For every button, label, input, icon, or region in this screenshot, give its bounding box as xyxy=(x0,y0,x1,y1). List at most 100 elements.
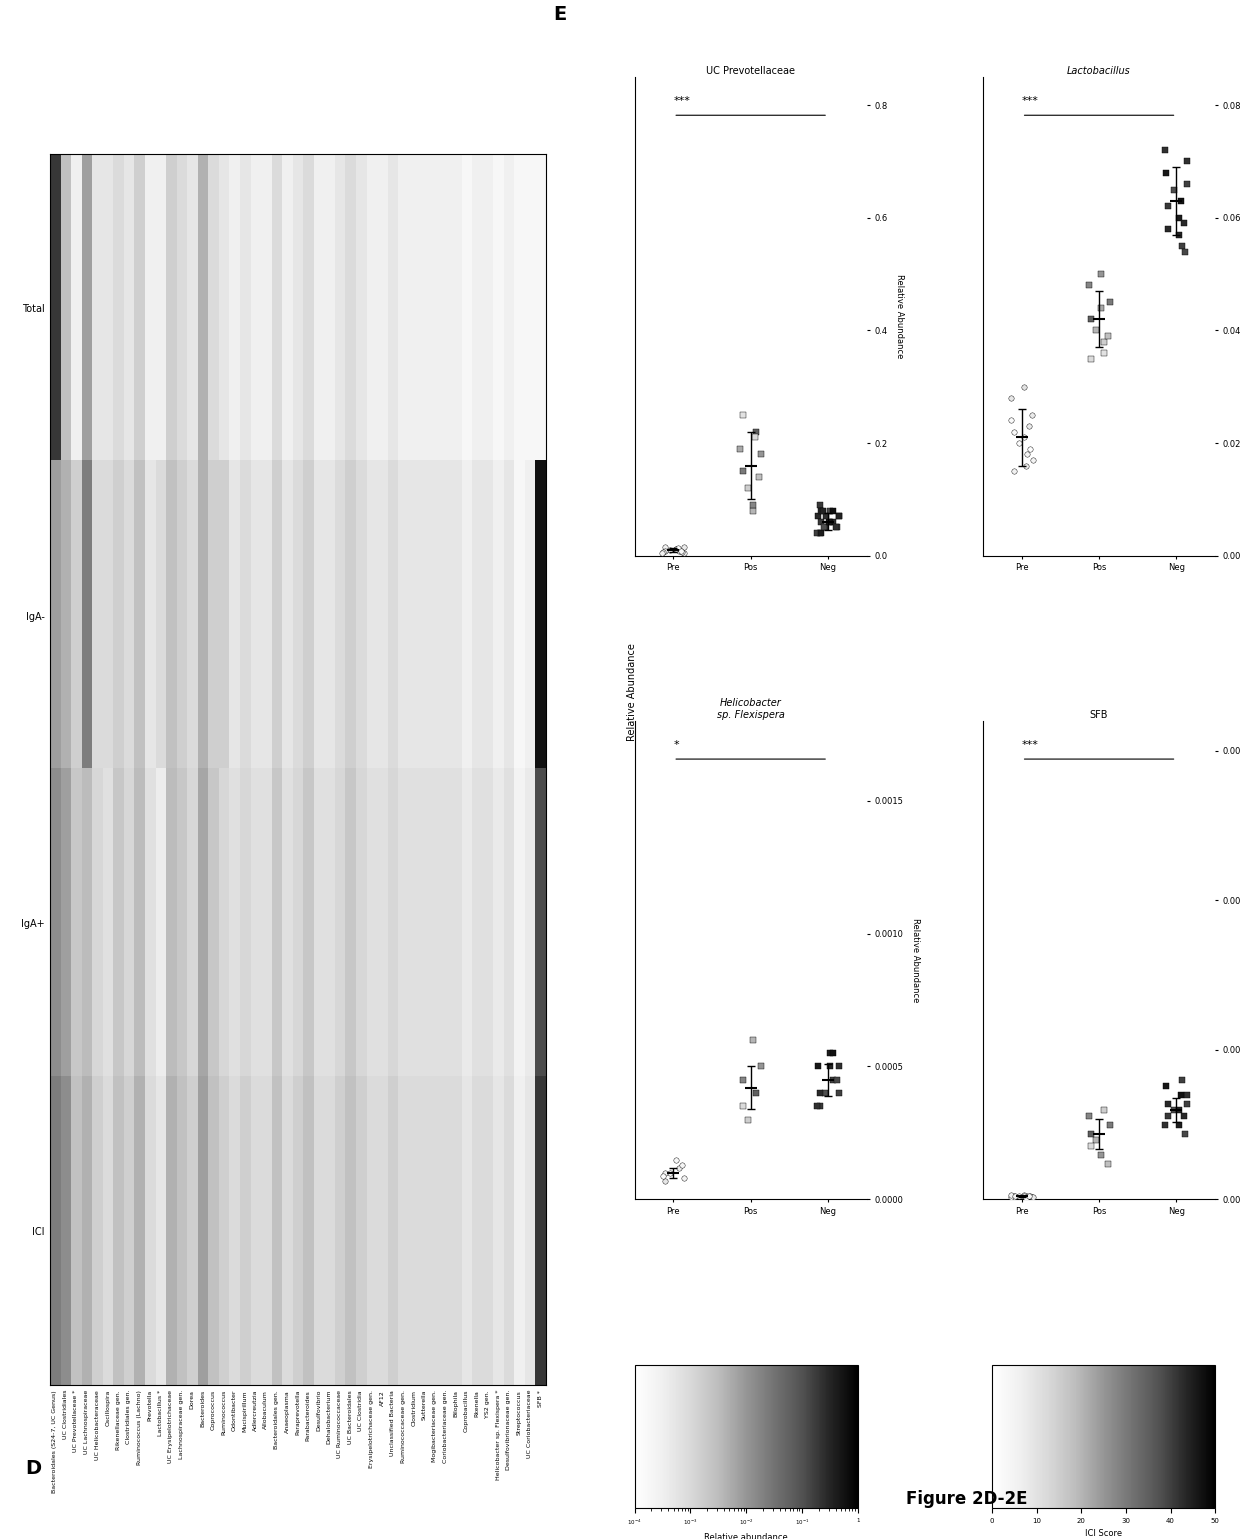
Point xyxy=(1079,1103,1099,1128)
Point xyxy=(1091,1142,1111,1167)
Point xyxy=(733,1094,753,1119)
X-axis label: Relative abundance: Relative abundance xyxy=(704,1533,789,1539)
Point xyxy=(818,509,838,534)
X-axis label: ICI Score: ICI Score xyxy=(1085,1530,1122,1539)
Point xyxy=(733,1068,753,1093)
Title: UC Prevotellaceae: UC Prevotellaceae xyxy=(706,66,795,75)
Point xyxy=(1174,1103,1194,1128)
Point xyxy=(1017,1185,1037,1210)
Point xyxy=(1169,1097,1189,1122)
Point xyxy=(1172,234,1192,259)
Point xyxy=(1014,1182,1034,1207)
Point xyxy=(1158,1103,1178,1128)
Point xyxy=(745,425,765,449)
Point xyxy=(810,1094,830,1119)
Text: ***: *** xyxy=(1022,97,1039,106)
Point xyxy=(1009,1183,1029,1208)
Point xyxy=(1001,1183,1021,1208)
Point xyxy=(810,520,830,545)
Point xyxy=(1014,425,1034,449)
Point xyxy=(733,403,753,428)
Point xyxy=(672,1153,692,1177)
Text: D: D xyxy=(25,1459,41,1477)
Point xyxy=(655,536,675,560)
Point xyxy=(1023,1185,1043,1210)
Point xyxy=(1158,217,1178,242)
Point xyxy=(1094,340,1114,365)
Point xyxy=(808,1054,828,1079)
Point xyxy=(666,537,686,562)
Point xyxy=(1169,222,1189,246)
Point xyxy=(653,1163,673,1188)
Point xyxy=(821,1054,841,1079)
Point xyxy=(675,534,694,559)
Point xyxy=(1022,1185,1042,1210)
Point xyxy=(749,465,769,489)
Point xyxy=(666,1147,686,1171)
Point xyxy=(1163,1097,1183,1122)
Point xyxy=(1019,414,1039,439)
Point xyxy=(1100,289,1120,314)
Point xyxy=(730,437,750,462)
Point xyxy=(813,516,833,540)
Point xyxy=(828,503,848,528)
Point xyxy=(1158,1091,1178,1116)
Point xyxy=(1172,1082,1192,1107)
Point xyxy=(655,1160,675,1185)
Point xyxy=(1081,1133,1101,1157)
Point xyxy=(808,503,828,528)
Point xyxy=(830,503,849,528)
Point xyxy=(807,1094,827,1119)
Point xyxy=(815,516,835,540)
Point xyxy=(1003,420,1023,445)
Point xyxy=(653,540,673,565)
Title: Lactobacillus: Lactobacillus xyxy=(1068,66,1131,75)
Point xyxy=(821,499,841,523)
Point xyxy=(1014,1183,1034,1208)
Text: ***: *** xyxy=(1022,740,1039,751)
Point xyxy=(811,509,831,534)
Y-axis label: Relative Abundance: Relative Abundance xyxy=(895,274,904,359)
Point xyxy=(1177,149,1197,174)
Point xyxy=(668,539,688,563)
Point xyxy=(1079,272,1099,297)
Point xyxy=(815,1080,835,1105)
Point xyxy=(823,499,843,523)
Point xyxy=(826,516,846,540)
Point xyxy=(1014,374,1034,399)
Point xyxy=(821,509,841,534)
Text: Figure 2D-2E: Figure 2D-2E xyxy=(906,1490,1028,1508)
Point xyxy=(810,1080,830,1105)
Point xyxy=(666,537,686,562)
Point xyxy=(743,499,763,523)
Point xyxy=(1086,319,1106,343)
Point xyxy=(743,492,763,517)
Point xyxy=(673,540,693,565)
Point xyxy=(1156,139,1176,163)
Point xyxy=(823,1040,843,1065)
Text: ***: *** xyxy=(673,97,691,106)
Point xyxy=(1095,1097,1115,1122)
Point xyxy=(1009,431,1029,456)
Point xyxy=(1021,1183,1040,1208)
Point xyxy=(827,516,847,540)
Point xyxy=(1023,448,1043,472)
Point xyxy=(1003,459,1023,483)
Point xyxy=(1095,329,1115,354)
Point xyxy=(655,539,675,563)
Point xyxy=(1086,1128,1106,1153)
Point xyxy=(817,503,837,528)
Point xyxy=(1177,1082,1197,1107)
Point xyxy=(1172,1068,1192,1093)
Title: Helicobacter
sp. Flexispera: Helicobacter sp. Flexispera xyxy=(717,699,785,720)
Point xyxy=(655,1168,675,1193)
Point xyxy=(746,1080,766,1105)
Point xyxy=(1157,160,1177,185)
Point xyxy=(1156,1113,1176,1137)
Point xyxy=(672,539,692,563)
Point xyxy=(743,1028,763,1053)
Title: SFB: SFB xyxy=(1090,709,1109,720)
Y-axis label: Relative Abundance: Relative Abundance xyxy=(911,917,920,1002)
Point xyxy=(807,520,827,545)
Point xyxy=(1178,1091,1198,1116)
